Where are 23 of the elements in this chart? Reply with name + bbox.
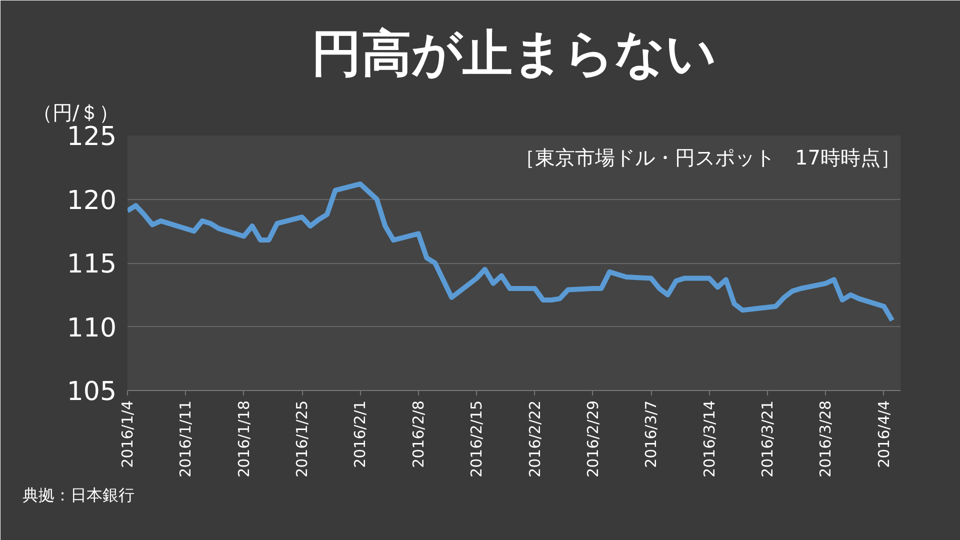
x-tick-label: 2016/3/14 [700,400,718,478]
x-tick-label: 2016/1/25 [293,400,312,478]
x-tick-label: 2016/2/15 [468,400,486,478]
y-tick-label: 105 [66,377,117,407]
x-tick-label: 2016/1/4 [118,400,136,468]
x-tick-label: 2016/1/18 [234,400,253,478]
chart-title: 円高が止まらない [312,24,716,82]
x-tick-label: 2016/3/7 [642,400,660,468]
y-tick-label: 110 [66,313,117,344]
y-tick-label: 120 [66,186,117,216]
y-tick-label: 125 [66,122,117,152]
x-tick-label: 2016/4/4 [874,400,893,468]
x-tick-label: 2016/2/22 [526,400,544,478]
x-tick-label: 2016/2/1 [351,400,370,468]
x-tick-label: 2016/3/21 [758,400,777,478]
x-tick-label: 2016/3/28 [816,400,835,478]
x-tick-label: 2016/2/8 [409,400,428,468]
y-tick-label: 115 [66,250,117,280]
text: 典拠：日本銀行 [22,486,134,504]
y-axis-title: （円/＄） [32,100,120,124]
x-tick-label: 2016/2/29 [584,400,602,478]
text: ［東京市場ドル・円スポット 17時時点］ [515,146,901,170]
x-tick-label: 2016/1/11 [176,400,195,478]
